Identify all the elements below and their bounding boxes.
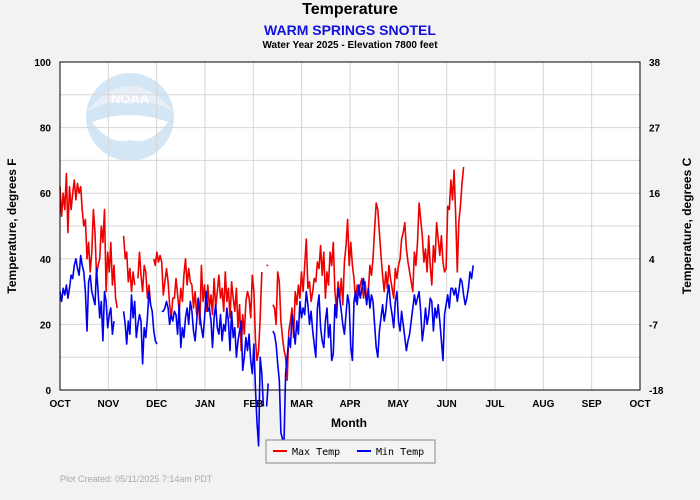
- x-tick-label: MAY: [388, 399, 410, 410]
- x-tick-label: DEC: [146, 399, 167, 410]
- chart-title: Temperature: [302, 1, 398, 18]
- x-tick-label: JAN: [195, 399, 215, 410]
- min-temp-line: [265, 383, 269, 407]
- max-temp-line: [59, 172, 118, 309]
- min-temp-line: [122, 290, 158, 365]
- y-tick-label: 0: [45, 386, 51, 397]
- x-axis-title: Month: [331, 416, 367, 430]
- y-right-tick-label: -18: [649, 386, 664, 397]
- y-axis-title-left: Temperature, degrees F: [5, 158, 19, 293]
- legend: Max Temp Min Temp: [265, 439, 436, 464]
- x-tick-label: FEB: [243, 399, 263, 410]
- station-name: WARM SPRINGS SNOTEL: [264, 22, 436, 38]
- left-axis-ticks: 0 20 40 60 80 100: [34, 58, 51, 397]
- chart-subtitle: Water Year 2025 - Elevation 7800 feet: [262, 40, 438, 51]
- y-right-tick-label: 27: [649, 124, 661, 135]
- y-right-tick-label: -7: [649, 320, 658, 331]
- y-tick-label: 80: [40, 124, 52, 135]
- x-tick-label: OCT: [49, 399, 70, 410]
- noaa-logo: NOAA: [86, 73, 174, 161]
- x-tick-label: APR: [339, 399, 361, 410]
- y-tick-label: 20: [40, 320, 52, 331]
- max-temp-line: [122, 235, 136, 293]
- month-axis-ticks: OCT NOV DEC JAN FEB MAR APR MAY JUN JUL AUG SEP OCT: [49, 399, 650, 410]
- x-tick-label: JUN: [437, 399, 457, 410]
- legend-box: [265, 439, 436, 464]
- plot-created-note: Plot Created: 05/11/2025 7:14am PDT: [60, 474, 213, 484]
- y-tick-label: 100: [34, 58, 51, 69]
- max-temp-line: [153, 251, 263, 362]
- x-tick-label: OCT: [629, 399, 650, 410]
- y-right-tick-label: 4: [649, 255, 655, 266]
- x-tick-label: NOV: [97, 399, 119, 410]
- noaa-logo-text: NOAA: [111, 91, 150, 106]
- x-tick-label: AUG: [532, 399, 554, 410]
- max-temp-line: [137, 251, 152, 305]
- min-temp-line: [59, 254, 115, 342]
- min-temp-line: [272, 265, 474, 441]
- y-right-tick-label: 38: [649, 58, 661, 69]
- min-temp-line: [161, 290, 265, 447]
- x-tick-label: JUL: [486, 399, 505, 410]
- y-right-tick-label: 16: [649, 189, 661, 200]
- y-tick-label: 40: [40, 255, 52, 266]
- x-tick-label: SEP: [582, 399, 602, 410]
- legend-min-label: Min Temp: [376, 447, 424, 458]
- plot-border: [59, 61, 641, 391]
- series-lines: [59, 166, 474, 447]
- right-axis-ticks: 38 27 16 4 -7 -18: [649, 58, 664, 397]
- y-axis-title-right: Temperature, degrees C: [680, 157, 694, 294]
- y-tick-label: 60: [40, 189, 52, 200]
- legend-max-label: Max Temp: [292, 447, 340, 458]
- x-tick-label: MAR: [290, 399, 314, 410]
